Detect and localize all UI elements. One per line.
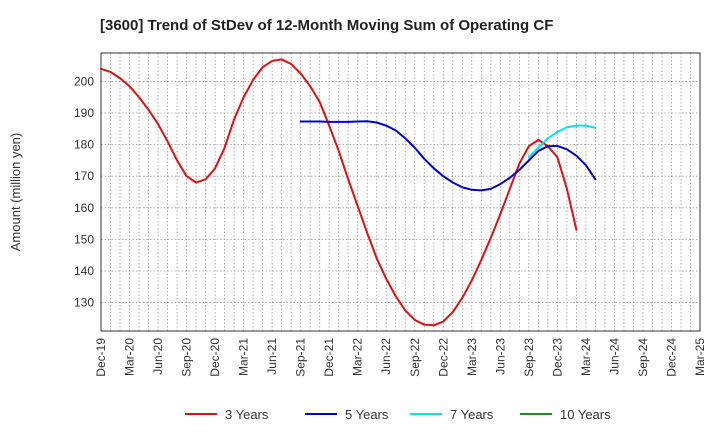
x-tick-label: Dec-22	[436, 338, 450, 377]
x-tick-label: Sep-20	[180, 338, 194, 377]
x-tick-label: Jun-23	[493, 338, 507, 375]
x-tick-label: Sep-21	[294, 338, 308, 377]
x-tick-label: Mar-21	[237, 338, 251, 376]
grid	[101, 53, 700, 331]
y-tick-label: 130	[74, 296, 94, 310]
series-layer	[100, 58, 597, 327]
series-line-5-years	[299, 120, 597, 192]
x-tick-label: Jun-24	[607, 338, 621, 375]
x-tick-label: Sep-22	[408, 338, 422, 377]
x-tick-label: Mar-23	[465, 338, 479, 376]
x-tick-label: Dec-21	[322, 338, 336, 377]
x-tick-label: Mar-25	[693, 338, 707, 376]
legend: 3 Years 5 Years 7 Years 10 Years	[185, 407, 611, 422]
y-tick-label: 140	[74, 264, 94, 278]
x-axis: Dec-19 Mar-20 Jun-20 Sep-20 Dec-20 Mar-21 Jun-…	[94, 338, 707, 377]
y-axis: 130 140 150 160 170 180 190 200	[74, 74, 94, 309]
y-tick-label: 190	[74, 106, 94, 120]
legend-label-5-years: 5 Years	[345, 407, 389, 422]
x-tick-label: Dec-23	[550, 338, 564, 377]
x-tick-label: Jun-20	[151, 338, 165, 375]
y-tick-label: 160	[74, 201, 94, 215]
x-tick-label: Mar-20	[123, 338, 137, 376]
legend-label-10-years: 10 Years	[560, 407, 611, 422]
x-tick-label: Jun-21	[265, 338, 279, 375]
x-tick-label: Mar-24	[579, 338, 593, 376]
x-tick-label: Sep-23	[522, 338, 536, 377]
y-tick-label: 200	[74, 74, 94, 88]
legend-label-3-years: 3 Years	[225, 407, 269, 422]
series-line-3-years	[100, 58, 578, 327]
x-tick-label: Sep-24	[636, 338, 650, 377]
chart-title: [3600] Trend of StDev of 12-Month Moving…	[100, 17, 553, 34]
plot-frame	[100, 52, 701, 332]
x-tick-label: Mar-22	[351, 338, 365, 376]
x-tick-label: Dec-19	[94, 338, 108, 377]
x-tick-label: Jun-22	[379, 338, 393, 375]
series-line-7-years	[527, 124, 597, 159]
y-tick-label: 180	[74, 138, 94, 152]
legend-label-7-years: 7 Years	[450, 407, 494, 422]
x-tick-label: Dec-20	[208, 338, 222, 377]
y-tick-label: 150	[74, 232, 94, 246]
x-tick-label: Dec-24	[664, 338, 678, 377]
y-tick-label: 170	[74, 169, 94, 183]
y-axis-label: Amount (million yen)	[8, 133, 23, 252]
